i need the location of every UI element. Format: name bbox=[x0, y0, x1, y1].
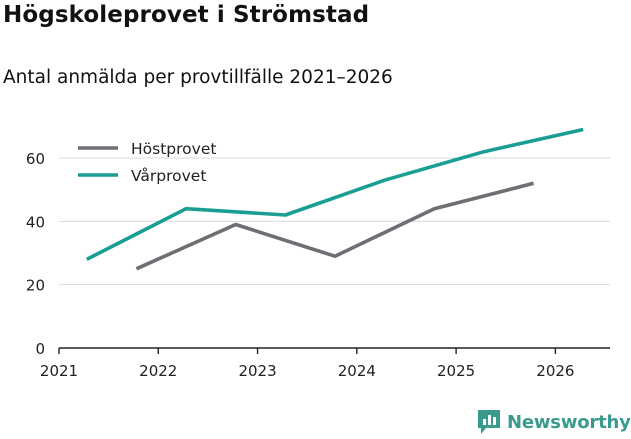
y-tick-label: 40 bbox=[26, 213, 45, 231]
brand-logo: Newsworthy bbox=[476, 407, 631, 437]
series-lines bbox=[85, 127, 584, 271]
brand-name: Newsworthy bbox=[507, 411, 631, 433]
legend: Höstprovet Vårprovet bbox=[78, 140, 216, 185]
legend-label: Vårprovet bbox=[131, 167, 206, 185]
y-tick-label: 0 bbox=[35, 340, 45, 358]
axes: 0 20 40 60 2021 2022 2023 2024 2025 2026 bbox=[26, 150, 610, 380]
grid-lines bbox=[59, 157, 610, 286]
x-tick-label: 2022 bbox=[139, 362, 177, 380]
y-tick-label: 20 bbox=[26, 277, 45, 295]
x-tick-label: 2024 bbox=[338, 362, 376, 380]
y-tick-label: 60 bbox=[26, 150, 45, 168]
x-tick-label: 2021 bbox=[40, 362, 78, 380]
legend-label: Höstprovet bbox=[131, 140, 216, 158]
chart-title: Högskoleprovet i Strömstad bbox=[3, 2, 370, 28]
series-line-varprovet bbox=[85, 127, 584, 261]
x-tick-label: 2026 bbox=[536, 362, 574, 380]
x-tick-label: 2023 bbox=[238, 362, 276, 380]
chart-subtitle: Antal anmälda per provtillfälle 2021–202… bbox=[3, 67, 393, 88]
bar-chart-speech-bubble-icon bbox=[478, 410, 500, 434]
x-tick-label: 2025 bbox=[437, 362, 475, 380]
